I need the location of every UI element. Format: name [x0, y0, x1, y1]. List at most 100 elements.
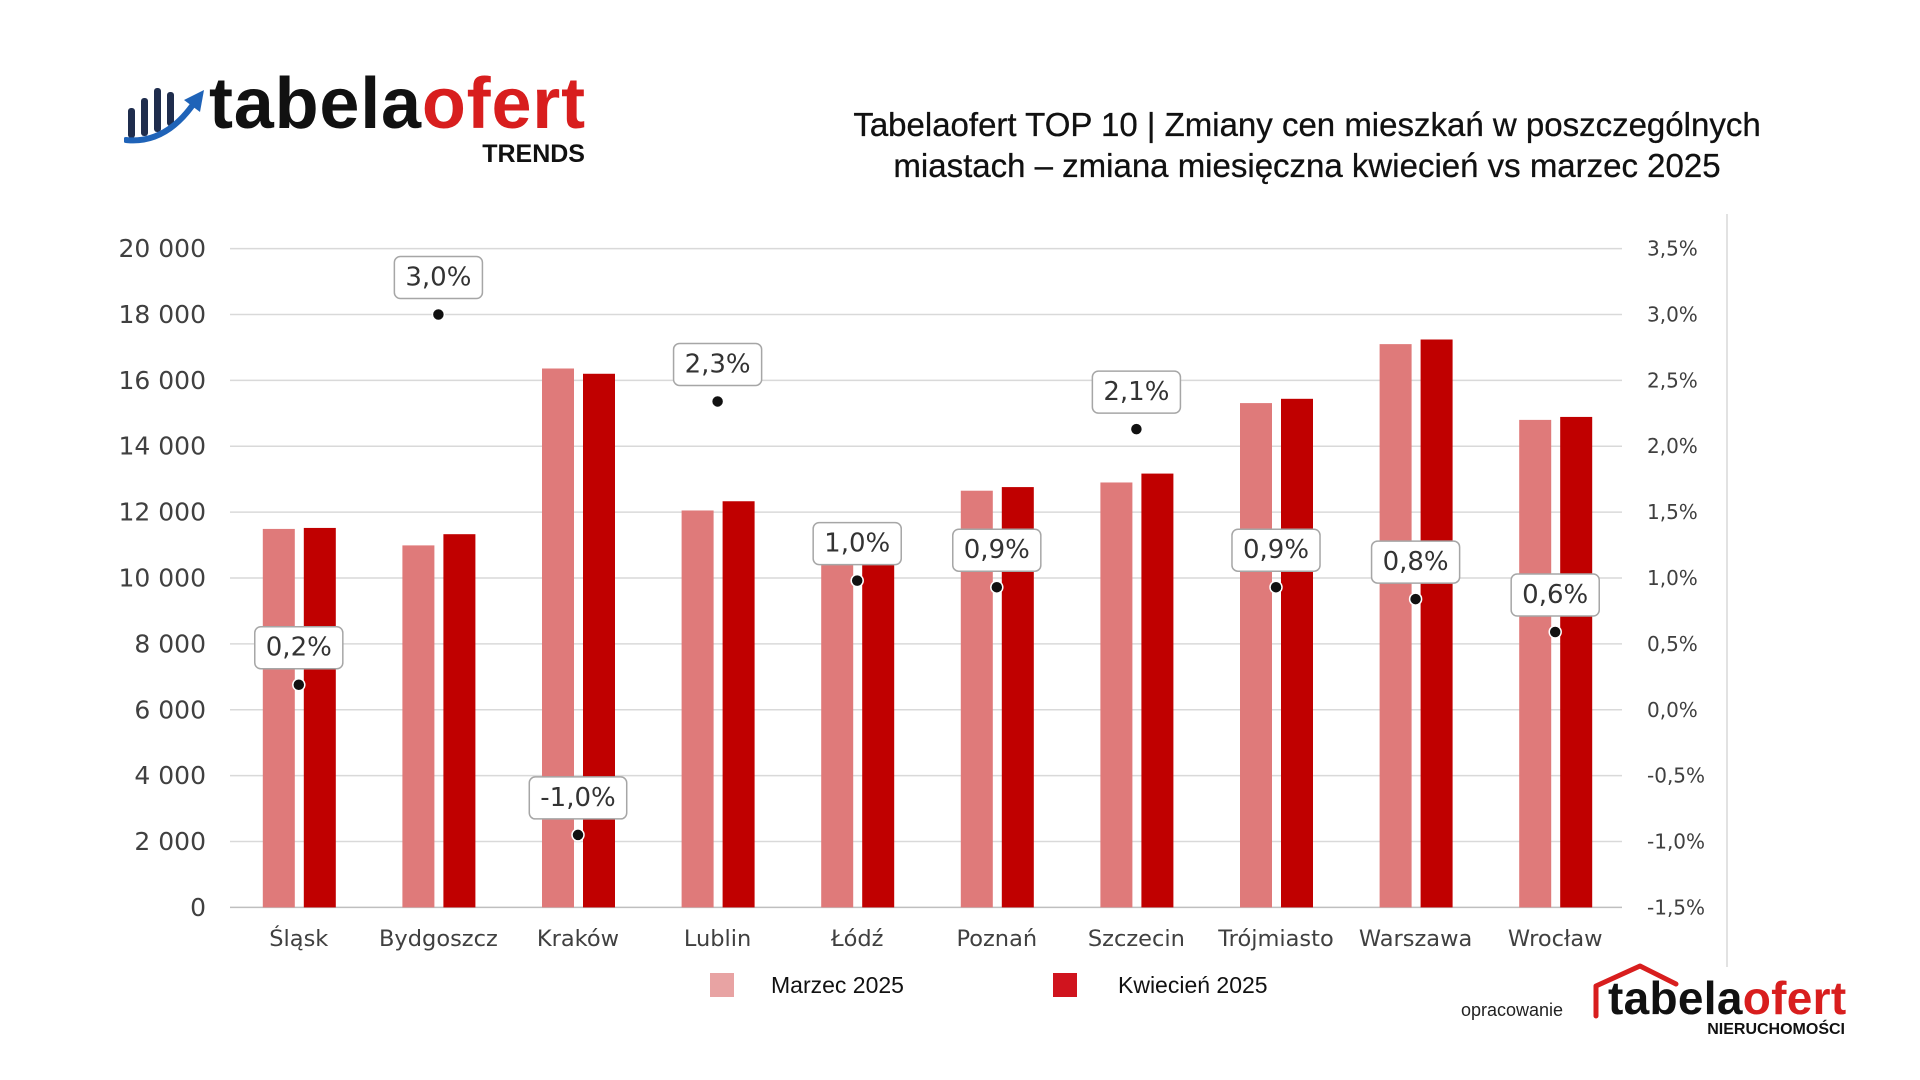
- x-axis-label-poznan: Poznań: [956, 926, 1037, 952]
- bar-kwiecien-2025-krakow: [583, 373, 615, 908]
- data-label-text: 0,6%: [1522, 580, 1588, 610]
- change-marker-slask: [292, 677, 306, 692]
- bar-marzec-2025-slask: [262, 528, 295, 908]
- bar-marzec-2025-bydgoszcz: [402, 545, 435, 908]
- logo-subtitle: TRENDS: [482, 140, 585, 168]
- legend-swatch-marzec: [710, 973, 734, 997]
- y-left-tick-label: 16 000: [119, 366, 206, 395]
- data-label-krakow: -1,0%: [528, 776, 628, 820]
- x-axis-label-lodz: Łódź: [830, 926, 884, 952]
- data-label-text: 0,9%: [1243, 535, 1309, 565]
- data-label-box: [672, 342, 763, 387]
- y-right-tick-label: 2,0%: [1647, 434, 1698, 458]
- data-label-box: [1510, 573, 1600, 617]
- change-marker-wroclaw: [1548, 625, 1562, 639]
- y-axis-left: 0 2 000 4 000 6 000 8 000 10 000 12 000 14 000 1…: [119, 234, 206, 922]
- y-right-tick-label: 1,0%: [1647, 566, 1698, 590]
- footer-logo-word-ofert: ofert: [1742, 972, 1847, 1024]
- y-left-tick-label: 10 000: [119, 564, 206, 593]
- y-left-tick-label: 8 000: [134, 629, 206, 658]
- data-label-box: [254, 625, 344, 670]
- data-label-text: 0,2%: [266, 633, 332, 663]
- footer-logo-subtitle: NIERUCHOMOŚCI: [1707, 1021, 1845, 1038]
- data-label-text: 3,0%: [405, 262, 471, 292]
- x-axis-label-slask: Śląsk: [269, 924, 328, 952]
- logo-icon-bar: [154, 88, 161, 132]
- data-label-wroclaw: 0,6%: [1510, 573, 1600, 617]
- y-right-tick-label: -0,5%: [1647, 764, 1705, 788]
- y-right-tick-label: 0,0%: [1647, 698, 1698, 722]
- y-right-tick-label: 3,5%: [1647, 237, 1698, 261]
- bar-kwiecien-2025-szczecin: [1141, 473, 1174, 908]
- bar-marzec-2025-lublin: [681, 510, 714, 908]
- bar-kwiecien-2025-wroclaw: [1560, 416, 1593, 908]
- data-label-text: 0,9%: [964, 535, 1030, 565]
- change-marker-lodz: [850, 573, 864, 588]
- y-left-tick-label: 4 000: [134, 761, 206, 790]
- x-axis-label-warszawa: Warszawa: [1359, 926, 1472, 952]
- data-label-box: [528, 776, 628, 820]
- x-axis: Śląsk Bydgoszcz Kraków Lublin Łódź Poznań Szcz…: [269, 924, 1602, 952]
- legend-swatch-kwiecien: [1053, 973, 1077, 997]
- bar-kwiecien-2025-trojmiasto: [1281, 398, 1313, 908]
- logo-word-tabela: tabela: [209, 64, 422, 144]
- data-label-trojmiasto: 0,9%: [1231, 528, 1321, 572]
- y-left-tick-label: 14 000: [119, 432, 206, 461]
- y-right-tick-label: 2,5%: [1647, 368, 1698, 392]
- legend-label-marzec: Marzec 2025: [771, 972, 904, 998]
- data-label-lodz: 1,0%: [812, 521, 902, 566]
- house-roof-icon: [1593, 963, 1679, 1019]
- data-label-text: 1,0%: [824, 529, 890, 559]
- x-axis-label-bydgoszcz: Bydgoszcz: [379, 926, 498, 952]
- bar-kwiecien-2025-lublin: [722, 501, 755, 908]
- data-label-lublin: 2,3%: [672, 342, 763, 387]
- bar-kwiecien-2025-warszawa: [1420, 339, 1453, 908]
- logo-icon-bar: [167, 92, 174, 126]
- logo-icon-bar: [141, 98, 148, 136]
- y-right-tick-label: -1,0%: [1647, 830, 1705, 854]
- footer-logo-wordmark: tabelaofert: [1608, 975, 1846, 1021]
- data-label-bydgoszcz: 3,0%: [393, 255, 484, 300]
- bar-marzec-2025-warszawa: [1379, 344, 1412, 908]
- data-label-box: [952, 528, 1042, 572]
- y-left-tick-label: 2 000: [134, 827, 206, 856]
- y-left-tick-label: 18 000: [119, 300, 206, 329]
- change-markers: [292, 307, 1562, 842]
- logo-icon-bar: [128, 108, 135, 138]
- bar-marzec-2025-wroclaw: [1519, 419, 1552, 908]
- bar-marzec-2025-szczecin: [1100, 482, 1133, 908]
- change-marker-krakow: [571, 828, 585, 842]
- house-roof-outline: [1593, 963, 1679, 1019]
- logo-icon-swoosh: [124, 103, 195, 144]
- footer-logo-word-tabela: tabela: [1608, 972, 1743, 1024]
- data-label-box: [1370, 540, 1461, 584]
- data-label-poznan: 0,9%: [952, 528, 1042, 572]
- y-right-tick-label: -1,5%: [1647, 895, 1705, 919]
- x-axis-label-wroclaw: Wrocław: [1508, 926, 1603, 952]
- change-marker-lublin: [710, 394, 725, 409]
- data-label-text: 2,3%: [685, 349, 751, 379]
- y-axis-right: -1,5% -1,0% -0,5% 0,0% 0,5% 1,0% 1,5% 2,0% 2,5% 3…: [1647, 237, 1705, 920]
- data-label-szczecin: 2,1%: [1091, 370, 1182, 414]
- data-label-text: -1,0%: [540, 783, 615, 813]
- change-marker-poznan: [990, 580, 1004, 594]
- chart-title-line-1: Tabelaofert TOP 10 | Zmiany cen mieszkań…: [853, 106, 1761, 143]
- chart-title: Tabelaofert TOP 10 | Zmiany cen mieszkań…: [800, 104, 1814, 186]
- bars: [262, 339, 1593, 908]
- chart-title-line-2: miastach – zmiana miesięczna kwiecień vs…: [893, 147, 1721, 184]
- legend-label-kwiecien: Kwiecień 2025: [1118, 972, 1268, 998]
- y-left-tick-label: 20 000: [119, 234, 206, 263]
- y-left-tick-label: 0: [190, 893, 206, 922]
- data-labels: 0,2% 3,0% -1,0% 2,3% 1,0% 0,9% 2,1% 0,9% 0,8% 0,6…: [254, 255, 1600, 820]
- bar-kwiecien-2025-slask: [303, 527, 336, 908]
- data-label-slask: 0,2%: [254, 625, 344, 670]
- bar-kwiecien-2025-bydgoszcz: [443, 534, 476, 908]
- data-label-box: [1231, 528, 1321, 572]
- x-axis-label-szczecin: Szczecin: [1088, 926, 1185, 952]
- data-label-warszawa: 0,8%: [1370, 540, 1461, 584]
- change-marker-szczecin: [1129, 422, 1144, 436]
- y-left-tick-label: 12 000: [119, 498, 206, 527]
- change-marker-bydgoszcz: [431, 307, 446, 322]
- footer-credit: opracowanie: [1461, 1000, 1564, 1020]
